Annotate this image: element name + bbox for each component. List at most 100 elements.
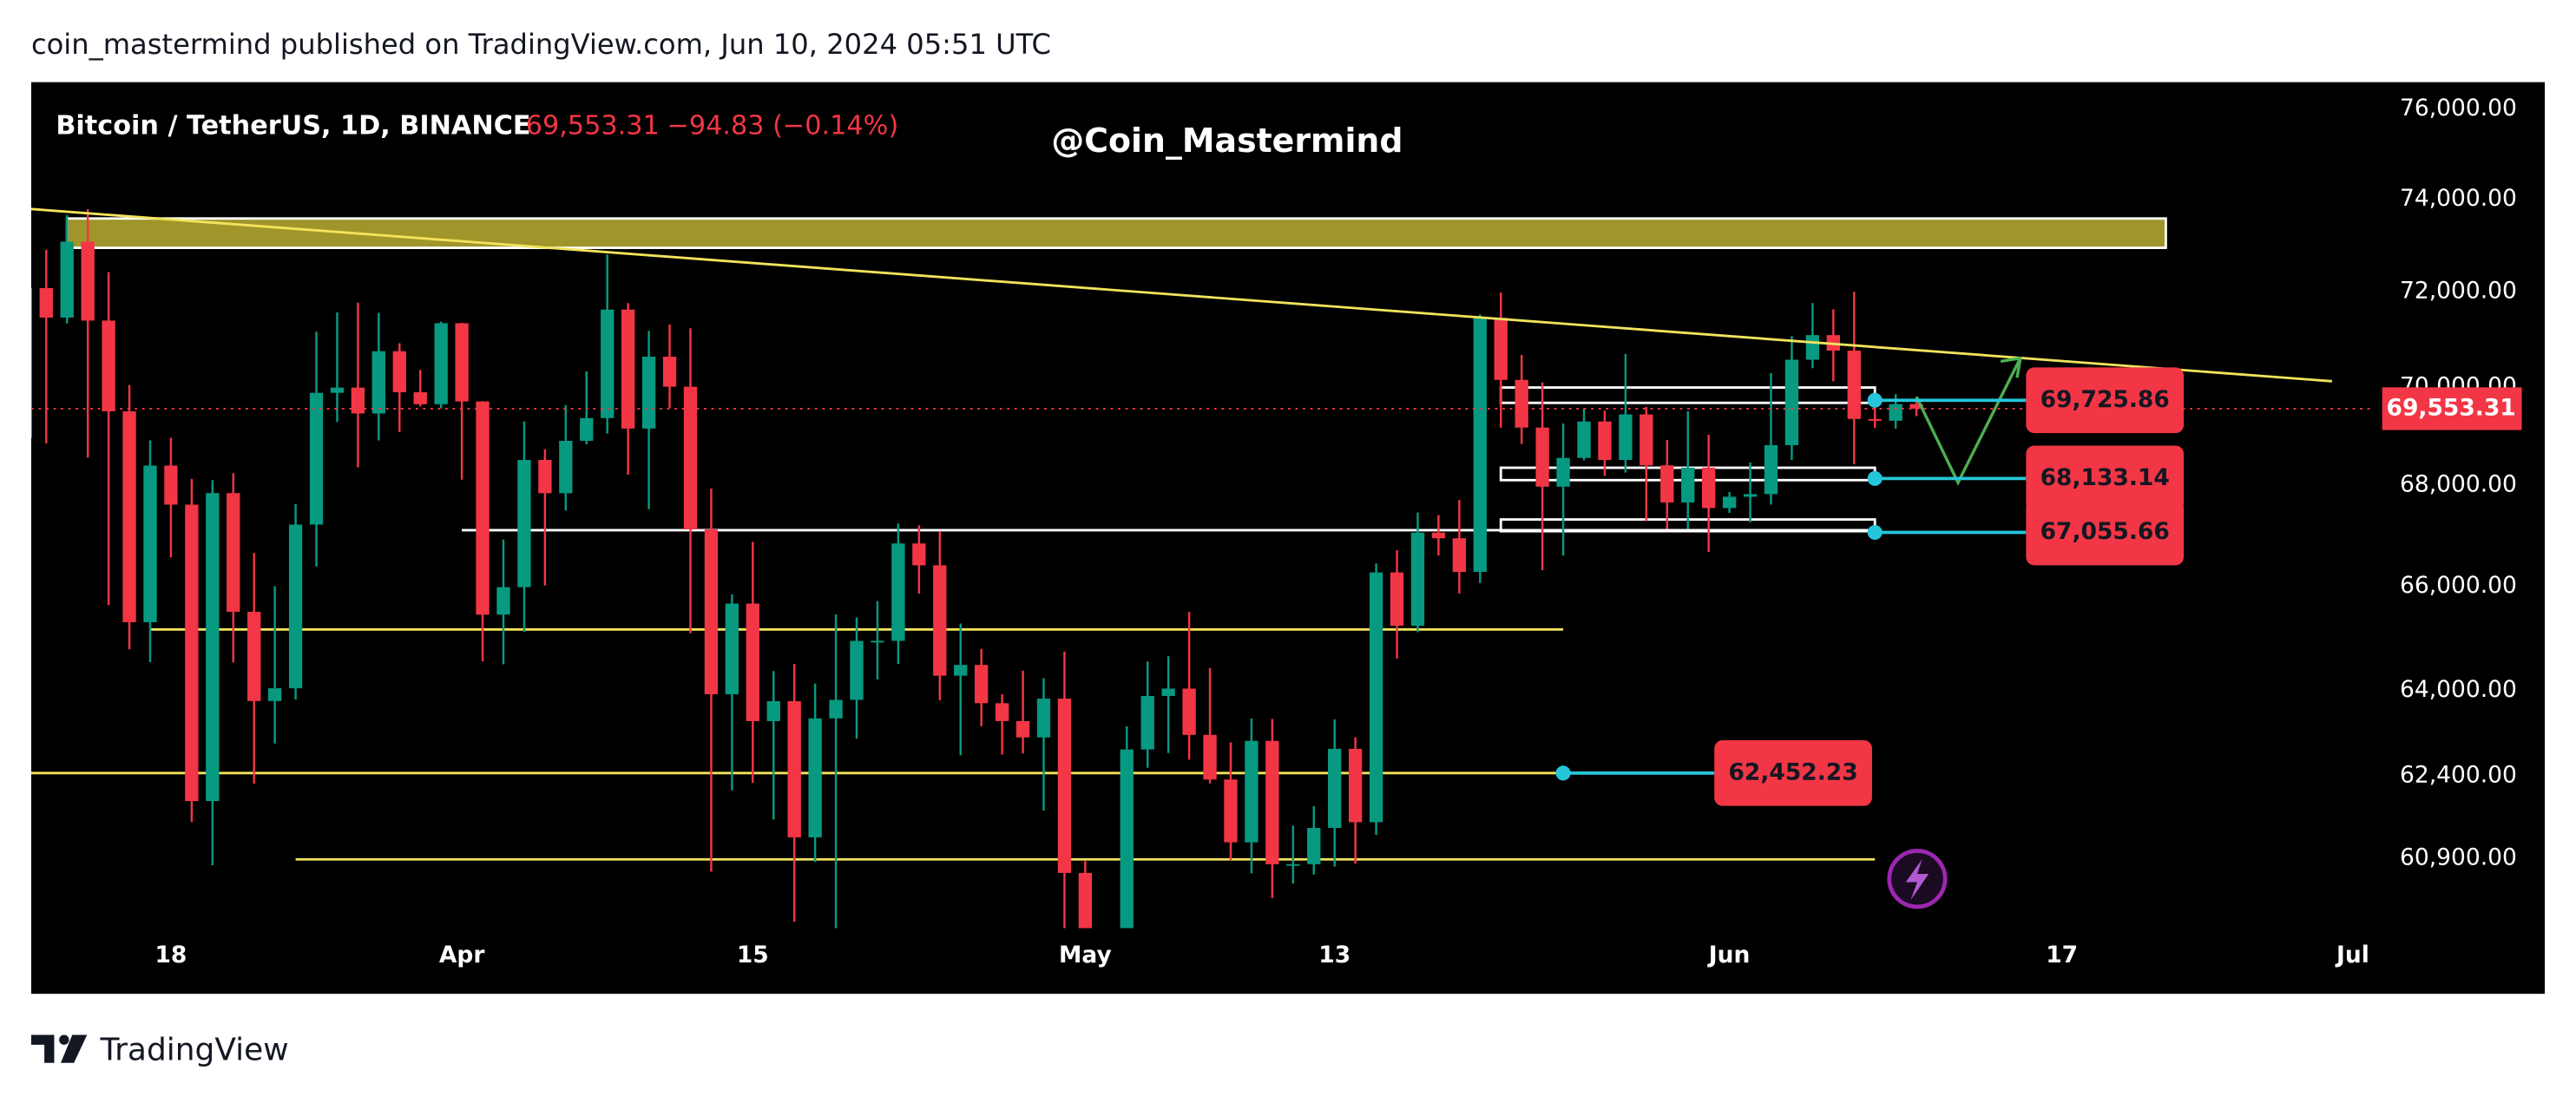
candle-body xyxy=(891,543,905,641)
candle-body xyxy=(1805,335,1820,360)
candle-body xyxy=(559,440,573,494)
candle-body xyxy=(309,392,324,525)
callout-dot xyxy=(1867,392,1883,408)
logo-part xyxy=(59,1034,69,1045)
candle-body xyxy=(1286,863,1300,866)
candle-body xyxy=(683,386,698,530)
candle-body xyxy=(1057,699,1072,873)
candle-body xyxy=(1660,465,1674,502)
header-change: −94.83 (−0.14%) xyxy=(667,110,899,141)
callout-dot xyxy=(1867,525,1883,541)
logo-part xyxy=(30,1034,55,1063)
candle-body xyxy=(995,703,1009,721)
candle-body xyxy=(1203,734,1217,780)
candle-body xyxy=(1556,457,1570,487)
candle-body xyxy=(517,459,531,588)
callout-box xyxy=(2026,367,2185,434)
header-price: 69,553.31 xyxy=(526,110,660,141)
callout-label: 67,055.66 xyxy=(2040,518,2170,545)
zone xyxy=(65,217,2167,249)
y-tick-label: 62,400.00 xyxy=(2400,762,2517,789)
callout-label: 69,725.86 xyxy=(2040,386,2170,413)
candle-body xyxy=(1640,414,1653,466)
y-tick-label: 64,000.00 xyxy=(2400,676,2517,703)
candle-body xyxy=(1535,427,1549,487)
y-tick-label: 68,000.00 xyxy=(2400,470,2517,497)
candle-body xyxy=(1868,418,1882,421)
candle-body xyxy=(1410,532,1425,627)
candle-body xyxy=(1431,532,1446,539)
candle-body xyxy=(1348,748,1363,823)
candle-body xyxy=(1390,572,1404,627)
candle-body xyxy=(829,699,843,719)
candle-body xyxy=(434,323,448,404)
candle-body xyxy=(1702,467,1716,509)
projection-arrowhead xyxy=(2000,356,2022,378)
candle-body xyxy=(371,351,386,414)
candle-body xyxy=(808,718,822,837)
candle-body xyxy=(1078,872,1093,929)
candle-body xyxy=(975,665,989,704)
candle-body xyxy=(1473,318,1487,572)
x-tick-label: 13 xyxy=(1318,942,1350,968)
candle-body xyxy=(39,287,53,318)
callout-box xyxy=(2026,499,2185,566)
candle-body xyxy=(1161,688,1175,697)
last-price-box xyxy=(2382,387,2522,430)
x-tick-label: May xyxy=(1059,942,1112,968)
candle-body xyxy=(912,543,926,566)
x-tick-label: Jul xyxy=(2335,942,2369,968)
candle-body xyxy=(227,493,240,612)
candle-body xyxy=(1452,538,1467,572)
candle-body xyxy=(102,320,115,411)
candle-body xyxy=(206,493,220,802)
y-tick-label: 60,900.00 xyxy=(2400,844,2517,870)
candle-body xyxy=(1722,496,1737,509)
candle-body xyxy=(1577,421,1591,458)
callout-box xyxy=(2026,445,2185,512)
candle-body xyxy=(1224,779,1238,843)
overlay: 76,000.0074,000.0072,000.0070,000.0068,0… xyxy=(154,95,2522,968)
candle-body xyxy=(1182,688,1196,735)
candle-body xyxy=(1328,748,1342,829)
lightning-icon[interactable] xyxy=(1887,849,1948,909)
candle-body xyxy=(766,700,780,721)
candle-body xyxy=(1743,494,1758,497)
lightning-bolt xyxy=(1905,858,1929,901)
candle-body xyxy=(662,356,677,387)
candle-body xyxy=(787,700,801,837)
last-price-label: 69,553.31 xyxy=(2387,394,2516,421)
candle-body xyxy=(704,529,719,694)
x-tick-label: 17 xyxy=(2046,942,2078,968)
candle-body xyxy=(413,391,427,404)
candle-body xyxy=(601,309,614,418)
candle-body xyxy=(954,665,968,676)
candle-body xyxy=(621,309,635,429)
candle-body xyxy=(933,565,947,676)
candle-body xyxy=(185,504,199,802)
y-tick-label: 72,000.00 xyxy=(2400,278,2517,305)
candle-body xyxy=(871,640,884,643)
x-tick-label: Apr xyxy=(439,942,485,968)
x-tick-label: Jun xyxy=(1707,942,1751,968)
candle-body xyxy=(1369,572,1383,823)
candle-body xyxy=(1909,404,1923,409)
candle-body xyxy=(1120,749,1134,929)
candle-body xyxy=(81,241,95,321)
candle-body xyxy=(60,241,74,318)
candle-body xyxy=(1245,740,1258,843)
candle-body xyxy=(1619,414,1633,461)
candle-body xyxy=(143,465,157,622)
candle-body xyxy=(476,401,490,615)
logo-part xyxy=(61,1034,88,1063)
candle-body xyxy=(1494,318,1508,380)
candle-body xyxy=(1598,421,1612,461)
y-tick-label: 76,000.00 xyxy=(2400,95,2517,121)
x-tick-label: 18 xyxy=(154,942,187,968)
candle-body xyxy=(247,611,261,701)
callout-box xyxy=(1714,739,1872,806)
watermark: @Coin_Mastermind xyxy=(1051,121,1403,160)
candle-body xyxy=(1889,404,1902,421)
